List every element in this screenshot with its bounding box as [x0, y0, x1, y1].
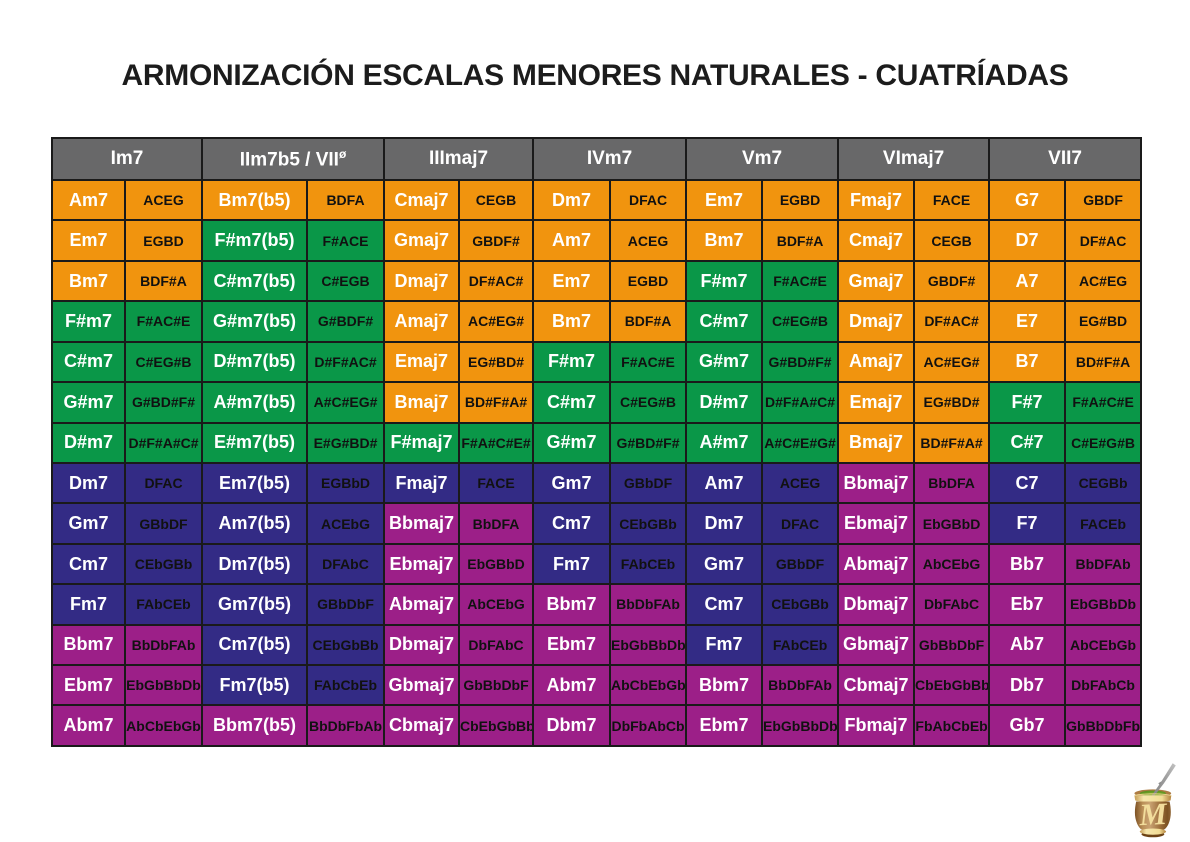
svg-text:M: M [1137, 796, 1169, 833]
